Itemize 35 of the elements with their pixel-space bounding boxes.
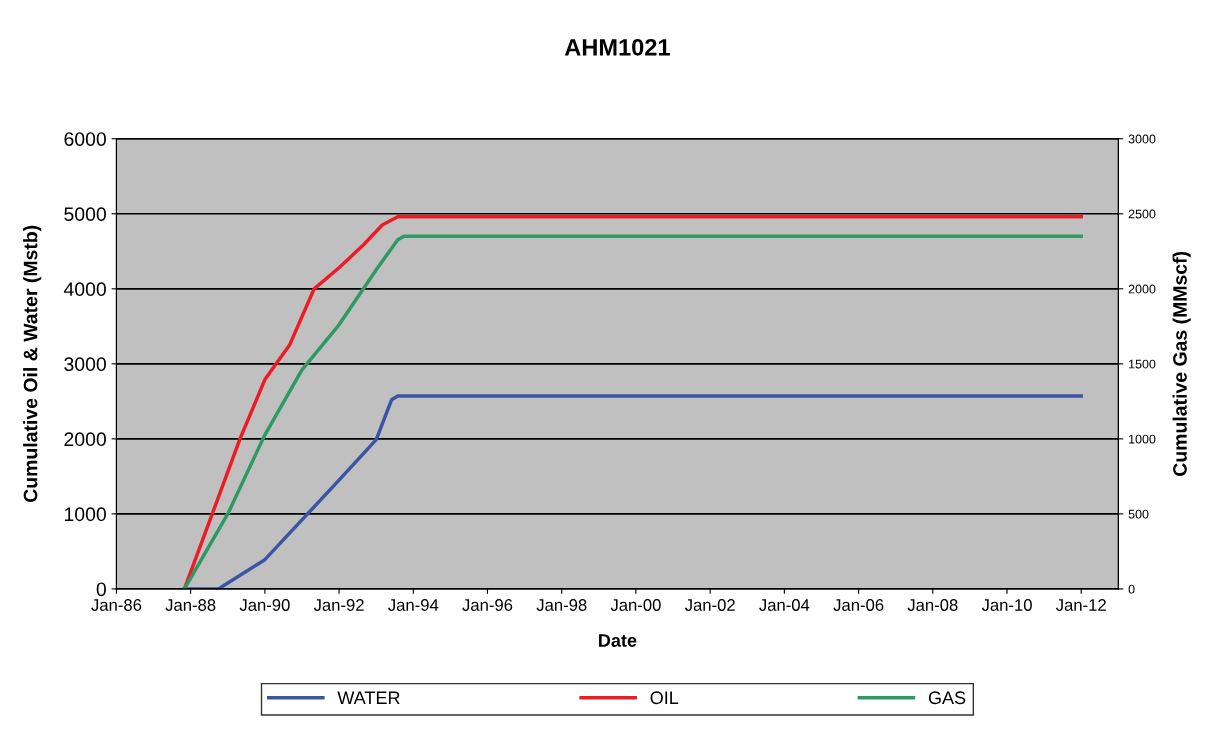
x-tick-label: Jan-02 — [684, 599, 735, 611]
y-tick-label: 1000 — [64, 507, 106, 522]
x-tick-label: Jan-00 — [610, 599, 661, 611]
y2-tick-label: 1000 — [1129, 434, 1156, 444]
y-tick-label: 0 — [96, 582, 106, 597]
legend-label: GAS — [928, 691, 966, 705]
y-axis-title: Cumulative Oil & Water (Mstb) — [23, 225, 42, 503]
x-tick-label: Jan-92 — [313, 599, 364, 611]
x-tick-label: Jan-98 — [536, 599, 587, 611]
y2-tick-label: 2500 — [1128, 209, 1156, 219]
y2-tick-label: 1500 — [1129, 359, 1156, 369]
chart-title: AHM1021 — [564, 38, 670, 56]
x-tick-label: Jan-96 — [462, 599, 513, 611]
x-tick-label: Jan-86 — [91, 599, 142, 611]
x-axis-title: Date — [599, 634, 637, 647]
y-tick-label: 6000 — [64, 132, 106, 146]
x-tick-label: Jan-88 — [165, 599, 216, 611]
y-tick-label: 5000 — [64, 207, 106, 222]
x-tick-label: Jan-12 — [1055, 599, 1106, 611]
legend-label: OIL — [650, 691, 679, 705]
x-tick-label: Jan-90 — [239, 599, 290, 611]
legend-label: WATER — [337, 691, 400, 704]
y-tick-label: 2000 — [64, 432, 106, 447]
y-tick-label: 4000 — [63, 282, 106, 297]
y2-tick-label: 0 — [1128, 584, 1135, 594]
y2-tick-label: 500 — [1128, 509, 1149, 519]
y2-tick-label: 2000 — [1128, 284, 1156, 294]
x-tick-label: Jan-04 — [759, 599, 810, 611]
x-tick-label: Jan-10 — [981, 599, 1032, 611]
y-tick-label: 3000 — [64, 357, 106, 372]
y2-axis-title: Cumulative Gas (MMscf) — [1172, 251, 1191, 476]
x-tick-label: Jan-94 — [388, 599, 439, 611]
y2-tick-label: 3000 — [1128, 134, 1156, 144]
x-tick-label: Jan-06 — [833, 599, 884, 611]
x-tick-label: Jan-08 — [907, 599, 958, 611]
